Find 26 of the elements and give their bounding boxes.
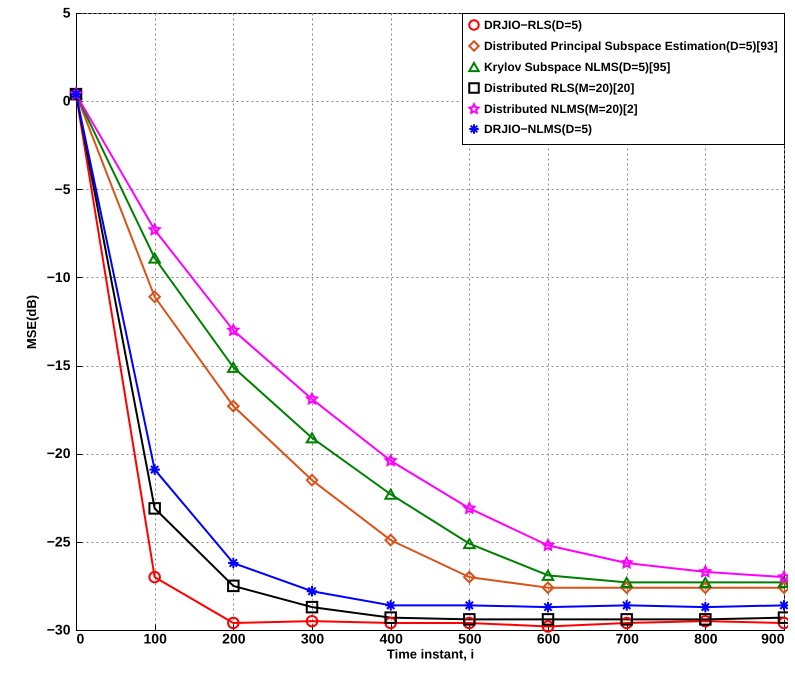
x-tick-label: 100 bbox=[143, 630, 168, 646]
x-tick-label: 800 bbox=[694, 630, 718, 646]
legend-label: Distributed Principal Subspace Estimation(D=5)[93] bbox=[484, 39, 778, 53]
legend-label: DRJIO−RLS(D=5) bbox=[484, 18, 582, 32]
x-axis-title: Time instant, i bbox=[386, 646, 474, 662]
x-tick-label: 600 bbox=[536, 630, 560, 646]
y-tick-label: 0 bbox=[62, 92, 71, 109]
x-tick-label: 700 bbox=[615, 630, 640, 646]
legend-label: DRJIO−NLMS(D=5) bbox=[484, 122, 592, 136]
x-tick-label: 200 bbox=[222, 630, 246, 646]
x-tick-label: 0 bbox=[76, 630, 84, 646]
x-tick-label: 500 bbox=[458, 630, 482, 646]
y-axis-title: MSE(dB) bbox=[24, 294, 39, 350]
y-tick-label: −20 bbox=[46, 445, 71, 462]
x-tick-label: 400 bbox=[379, 630, 404, 646]
x-tick-label: 300 bbox=[300, 630, 324, 646]
legend-label: Krylov Subspace NLMS(D=5)[95] bbox=[484, 60, 670, 74]
y-tick-label: −10 bbox=[46, 268, 71, 285]
y-tick-label: −30 bbox=[46, 622, 71, 638]
legend-label: Distributed NLMS(M=20)[2] bbox=[484, 102, 638, 116]
legend-label: Distributed RLS(M=20)[20] bbox=[484, 81, 634, 95]
x-tick-label: 900 bbox=[761, 630, 785, 646]
y-tick-label: 5 bbox=[62, 4, 71, 20]
y-tick-label: −15 bbox=[46, 357, 71, 374]
y-tick-label: −25 bbox=[46, 533, 71, 550]
y-tick-label: −5 bbox=[54, 180, 71, 197]
